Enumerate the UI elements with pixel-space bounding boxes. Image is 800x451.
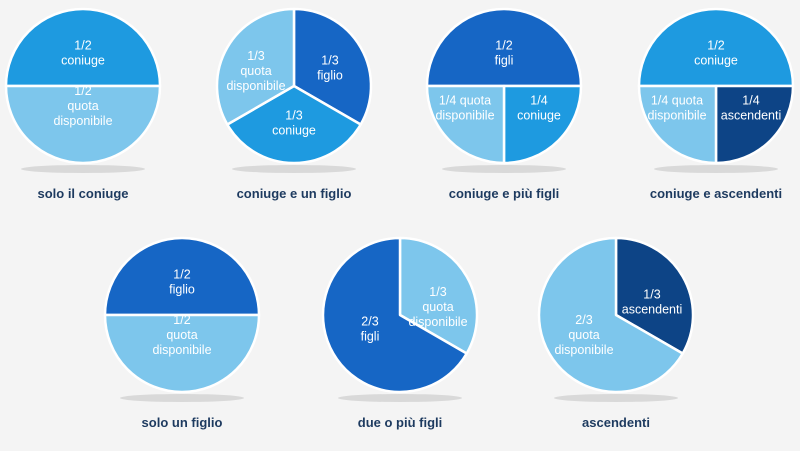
slice-label: figli	[495, 54, 514, 68]
pie-slice	[292, 7, 373, 126]
slice-label: disponibile	[53, 114, 112, 128]
slice-label: quota	[240, 64, 271, 78]
pie-shadow	[232, 165, 356, 173]
pie-slice	[425, 7, 583, 88]
slice-label: figlio	[169, 283, 195, 297]
slice-label: quota	[422, 300, 453, 314]
caption-solo-il-coniuge: solo il coniuge	[37, 186, 129, 201]
slice-label: ascendenti	[721, 109, 781, 123]
slice-label: 1/2	[707, 39, 724, 53]
slice-label: 1/3	[429, 285, 446, 299]
caption-coniuge-e-piu-figli: coniuge e più figli	[448, 186, 560, 201]
pie-slice	[4, 7, 162, 88]
pie-shadow	[554, 394, 678, 402]
slice-label: figli	[361, 330, 380, 344]
pie-slice	[4, 84, 162, 165]
slice-label: 1/4	[742, 94, 759, 108]
caption-due-o-piu-figli: due o più figli	[357, 415, 443, 430]
pie-slice	[215, 7, 296, 126]
slice-label: 2/3	[361, 315, 378, 329]
pie-slice	[637, 84, 718, 165]
slice-label: figlio	[317, 69, 343, 83]
pie-slice	[425, 84, 506, 165]
slice-label: ascendenti	[622, 303, 682, 317]
slice-label: disponibile	[408, 315, 467, 329]
pie-slice	[226, 84, 362, 165]
pie-shadow	[654, 165, 778, 173]
slice-label: disponibile	[554, 343, 613, 357]
slice-label: 1/2	[74, 84, 91, 98]
slice-label: quota	[166, 328, 197, 342]
caption-coniuge-e-un-figlio: coniuge e un figlio	[236, 186, 352, 201]
pie-slice	[637, 7, 795, 88]
caption-solo-un-figlio: solo un figlio	[141, 415, 223, 430]
slice-label: coniuge	[61, 54, 105, 68]
slice-label: coniuge	[694, 54, 738, 68]
pie-slice	[537, 236, 684, 394]
pie-shadow	[442, 165, 566, 173]
pie-slice	[321, 236, 468, 394]
slice-label: disponibile	[152, 343, 211, 357]
pie-shadow	[338, 394, 462, 402]
slice-label: disponibile	[435, 109, 494, 123]
slice-label: 2/3	[575, 313, 592, 327]
pie-slice	[502, 84, 583, 165]
slice-label: 1/4 quota	[439, 94, 491, 108]
slice-label: 1/4	[530, 94, 547, 108]
slice-label: quota	[67, 99, 98, 113]
pie-slice	[103, 313, 261, 394]
slice-label: disponibile	[647, 109, 706, 123]
pie-shadow	[120, 394, 244, 402]
pie-slice	[614, 236, 695, 355]
slice-label: 1/2	[495, 39, 512, 53]
caption-ascendenti: ascendenti	[582, 415, 650, 430]
pie-slice	[398, 236, 479, 355]
pie-shadow	[21, 165, 145, 173]
slice-label: 1/2	[74, 39, 91, 53]
slice-label: 1/3	[643, 288, 660, 302]
slice-label: 1/3	[321, 54, 338, 68]
slice-label: coniuge	[517, 109, 561, 123]
slice-label: 1/3	[285, 109, 302, 123]
slice-label: 1/4 quota	[651, 94, 703, 108]
slice-label: coniuge	[272, 124, 316, 138]
slice-label: disponibile	[226, 79, 285, 93]
pie-slice	[714, 84, 795, 165]
slice-label: 1/2	[173, 268, 190, 282]
caption-coniuge-e-ascendenti: coniuge e ascendenti	[649, 186, 783, 201]
slice-label: 1/2	[173, 313, 190, 327]
slice-label: quota	[568, 328, 599, 342]
pie-slice	[103, 236, 261, 317]
slice-label: 1/3	[247, 49, 264, 63]
